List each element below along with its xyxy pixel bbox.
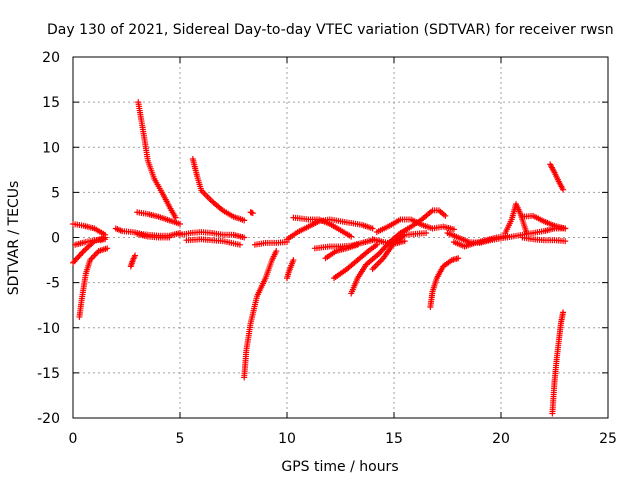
series-arc-09 <box>134 230 173 241</box>
series-arc-16 <box>284 257 297 282</box>
series-arc-11 <box>177 229 248 241</box>
axis-ticks: 0 5 10 15 20 25 -20 -15 -10 -5 0 5 10 15 20 <box>37 50 617 447</box>
x-tick-label: 0 <box>69 431 78 447</box>
data-point <box>523 229 530 236</box>
data-point <box>373 241 380 248</box>
data-point <box>241 234 248 241</box>
series-arc-03 <box>76 245 111 320</box>
series-arc-10 <box>189 155 248 224</box>
series-arc-20 <box>322 241 361 262</box>
series-arc-26 <box>427 255 462 310</box>
series-arc-28 <box>450 232 511 250</box>
y-tick-label: -20 <box>37 411 60 427</box>
data-point <box>442 212 449 219</box>
data-point <box>177 220 183 227</box>
data-point <box>132 252 139 259</box>
series-arc-14 <box>251 239 290 248</box>
y-tick-label: -10 <box>37 321 60 337</box>
data-points <box>70 99 569 417</box>
series-arc-32 <box>547 161 567 193</box>
series-arc-24 <box>373 216 457 236</box>
data-point <box>166 234 173 241</box>
data-point <box>560 186 567 193</box>
series-arc-18 <box>290 214 355 240</box>
series-arc-22 <box>348 207 449 297</box>
series-arc-31 <box>519 234 569 245</box>
series-arc-33 <box>549 309 567 417</box>
x-tick-label: 10 <box>278 431 296 447</box>
x-tick-label: 5 <box>176 431 185 447</box>
y-tick-label: 20 <box>42 50 60 66</box>
data-point <box>354 241 361 248</box>
x-tick-label: 25 <box>599 431 617 447</box>
data-point <box>172 214 179 221</box>
series-arc-30 <box>519 212 569 232</box>
series-arc-25 <box>369 236 408 247</box>
y-tick-label: -5 <box>46 276 60 292</box>
chart-title: Day 130 of 2021, Sidereal Day-to-day VTE… <box>47 22 614 38</box>
series-arc-07 <box>135 99 179 221</box>
data-point <box>562 238 569 245</box>
data-point <box>562 225 569 232</box>
data-point <box>102 236 109 243</box>
series-arc-01 <box>70 220 109 238</box>
grid-lines <box>73 57 608 418</box>
data-point <box>401 238 408 245</box>
data-point <box>236 241 243 248</box>
y-axis-label: SDTVAR / TECUs <box>6 181 22 296</box>
y-tick-label: 5 <box>51 185 60 201</box>
series-arc-12 <box>183 236 243 248</box>
y-tick-label: -15 <box>37 366 60 382</box>
data-point <box>249 210 256 217</box>
data-point <box>455 255 462 262</box>
series-arc-17 <box>284 216 376 243</box>
x-axis-label: GPS time / hours <box>281 459 398 475</box>
data-point <box>348 233 355 240</box>
data-point <box>560 309 567 316</box>
y-tick-label: 10 <box>42 140 60 156</box>
y-tick-label: 0 <box>51 231 60 247</box>
data-point <box>423 229 430 236</box>
data-point <box>273 248 280 255</box>
series-arc-08 <box>134 209 183 227</box>
series-arc-04 <box>72 236 109 248</box>
data-point <box>241 217 248 224</box>
x-tick-label: 20 <box>492 431 510 447</box>
series-arc-13 <box>241 248 280 381</box>
data-point <box>290 257 297 264</box>
series-arc-15 <box>247 209 256 217</box>
x-tick-label: 15 <box>385 431 403 447</box>
y-tick-label: 15 <box>42 95 60 111</box>
series-arc-29 <box>502 201 530 236</box>
data-point <box>450 226 457 233</box>
data-point <box>369 225 376 232</box>
data-point <box>104 245 111 252</box>
series-arc-06 <box>127 252 139 270</box>
series-arc-21 <box>331 241 380 282</box>
